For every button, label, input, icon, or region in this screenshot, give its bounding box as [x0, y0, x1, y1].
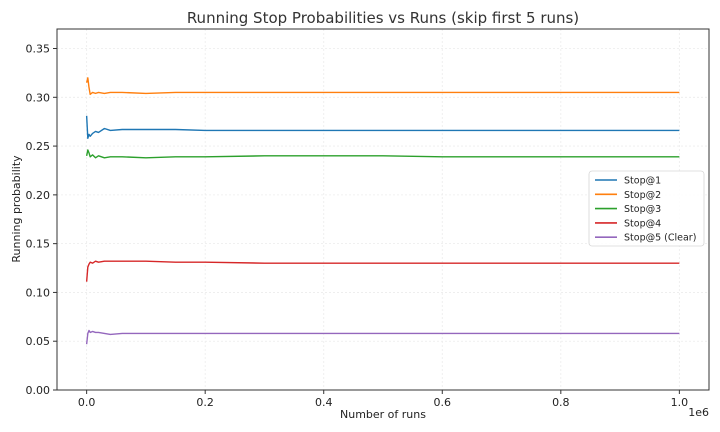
- legend: Stop@1 Stop@2 Stop@3 Stop@4 Stop@5 (Clear): [588, 170, 705, 247]
- series-line-3: [85, 149, 680, 159]
- x-tick-label: 0.0: [78, 396, 96, 409]
- legend-label-3: Stop@3: [624, 204, 661, 215]
- x-axis-offset-label: 1e6: [688, 406, 709, 419]
- x-axis-label: Number of runs: [340, 408, 426, 421]
- legend-box: [588, 170, 705, 247]
- x-tick-label: 0.8: [552, 396, 570, 409]
- y-axis-label: Running probability: [10, 155, 23, 263]
- y-tick-label: 0.20: [26, 189, 51, 202]
- legend-label-2: Stop@2: [624, 190, 661, 201]
- x-tick-label: 1.0: [671, 396, 689, 409]
- y-tick-label: 0.10: [26, 286, 51, 299]
- y-tick-label: 0.30: [26, 91, 51, 104]
- y-tick-label: 0.15: [26, 238, 51, 251]
- legend-label-1: Stop@1: [624, 176, 661, 187]
- legend-label-5: Stop@5 (Clear): [624, 233, 696, 244]
- x-tick-label: 0.2: [196, 396, 214, 409]
- legend-label-4: Stop@4: [624, 218, 661, 229]
- x-axis-ticks: 0.0 0.2 0.4 0.6 0.8 1.0: [78, 390, 688, 409]
- series-line-5: [85, 329, 680, 345]
- chart-title: Running Stop Probabilities vs Runs (skip…: [187, 9, 579, 27]
- series-line-2: [85, 77, 680, 96]
- y-tick-label: 0.00: [26, 384, 51, 397]
- x-tick-label: 0.6: [434, 396, 452, 409]
- x-tick-label: 0.4: [315, 396, 333, 409]
- y-tick-label: 0.35: [26, 43, 51, 56]
- series-line-1: [85, 115, 680, 139]
- y-tick-label: 0.25: [26, 140, 51, 153]
- y-axis-ticks: 0.00 0.05 0.10 0.15 0.20 0.25 0.30 0.35: [26, 43, 57, 397]
- plot-frame: [56, 28, 710, 391]
- series-group: [85, 77, 680, 345]
- series-line-4: [85, 260, 680, 282]
- y-tick-label: 0.05: [26, 335, 51, 348]
